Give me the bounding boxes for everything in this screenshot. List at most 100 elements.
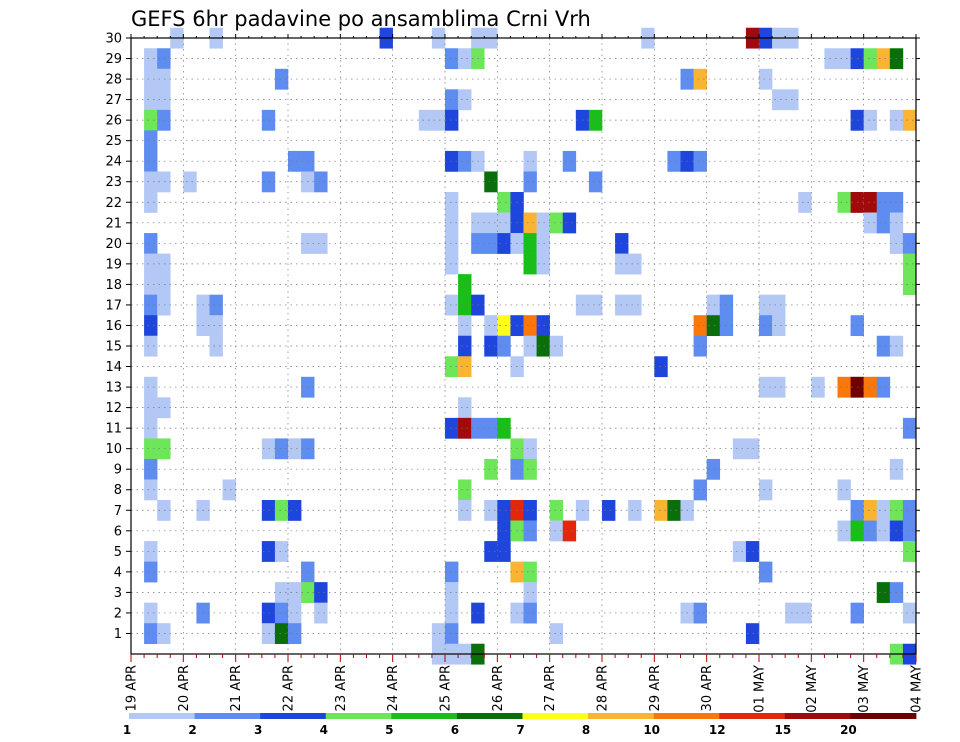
legend-label: 5 bbox=[385, 723, 393, 737]
heatmap-cell bbox=[902, 500, 917, 521]
heatmap-cell bbox=[445, 233, 459, 254]
legend-swatch bbox=[194, 713, 261, 719]
heatmap-cell bbox=[458, 335, 472, 357]
heatmap-cell bbox=[484, 212, 498, 234]
legend: 1 2 3 4 5 6 7 8 10 12 15 20 bbox=[123, 713, 917, 737]
heatmap-cell bbox=[759, 315, 773, 337]
heatmap-cell bbox=[902, 233, 917, 254]
heatmap-cell bbox=[274, 438, 289, 460]
y-tick-label: 24 bbox=[105, 155, 122, 170]
heatmap-cell bbox=[837, 192, 851, 213]
heatmap-cell bbox=[837, 376, 851, 398]
legend-label: 1 bbox=[123, 723, 131, 737]
heatmap-cell bbox=[288, 438, 302, 460]
heatmap-cell bbox=[144, 233, 158, 254]
y-tick-label: 11 bbox=[105, 422, 122, 437]
legend-swatch bbox=[784, 713, 851, 719]
heatmap-cell bbox=[523, 561, 537, 583]
heatmap-cell bbox=[536, 233, 550, 254]
heatmap-cell bbox=[458, 479, 472, 501]
heatmap-cell bbox=[628, 253, 642, 275]
heatmap-cell bbox=[274, 623, 289, 645]
y-tick-label: 28 bbox=[105, 73, 122, 88]
y-tick-label: 19 bbox=[105, 257, 122, 272]
legend-swatch bbox=[522, 713, 589, 719]
heatmap-cell bbox=[445, 192, 459, 213]
heatmap-cell bbox=[144, 479, 158, 501]
heatmap-cell bbox=[497, 541, 511, 562]
heatmap-cell bbox=[157, 500, 171, 521]
heatmap-cell bbox=[144, 68, 158, 90]
heatmap-cell bbox=[484, 335, 498, 357]
heatmap-cell bbox=[209, 315, 223, 337]
heatmap-cell bbox=[144, 48, 158, 70]
x-tick-label: 29 APR bbox=[648, 665, 663, 711]
heatmap-cell bbox=[288, 623, 302, 645]
heatmap-cell bbox=[562, 520, 577, 542]
heatmap-cell bbox=[209, 335, 223, 357]
heatmap-cell bbox=[523, 150, 537, 172]
legend-swatch bbox=[719, 713, 786, 719]
heatmap-cells bbox=[144, 27, 917, 665]
heatmap-cell bbox=[759, 479, 773, 501]
heatmap-cell bbox=[288, 602, 302, 624]
heatmap-cell bbox=[458, 150, 472, 172]
heatmap-cell bbox=[274, 602, 289, 624]
heatmap-cell bbox=[157, 438, 171, 460]
heatmap-cell bbox=[497, 417, 511, 439]
heatmap-cell bbox=[523, 171, 537, 193]
heatmap-cell bbox=[863, 520, 878, 542]
x-tick-label: 03 MAY bbox=[857, 665, 872, 713]
heatmap-cell bbox=[144, 171, 158, 193]
heatmap-cell bbox=[288, 582, 302, 603]
y-tick-label: 21 bbox=[105, 216, 122, 231]
heatmap-cell bbox=[902, 253, 917, 275]
x-tick-label: 04 MAY bbox=[910, 665, 925, 713]
heatmap-cell bbox=[445, 150, 459, 172]
heatmap-cell bbox=[876, 582, 891, 603]
heatmap-cell bbox=[497, 315, 511, 337]
legend-swatch bbox=[850, 713, 917, 719]
heatmap-cell bbox=[759, 561, 773, 583]
heatmap-cell bbox=[876, 500, 891, 521]
heatmap-cell bbox=[549, 623, 564, 645]
heatmap-cell bbox=[497, 212, 511, 234]
heatmap-cell bbox=[798, 602, 812, 624]
y-tick-label: 5 bbox=[114, 545, 122, 560]
heatmap-cell bbox=[484, 315, 498, 337]
heatmap-cell bbox=[588, 109, 603, 131]
heatmap-cell bbox=[183, 171, 197, 193]
heatmap-cell bbox=[484, 233, 498, 254]
heatmap-cell bbox=[144, 315, 158, 337]
heatmap-cell bbox=[458, 315, 472, 337]
heatmap-cell bbox=[144, 253, 158, 275]
heatmap-cell bbox=[536, 253, 550, 275]
heatmap-cell bbox=[458, 500, 472, 521]
chart-title: GEFS 6hr padavine po ansamblima Crni Vrh bbox=[131, 7, 591, 31]
y-tick-label: 25 bbox=[105, 134, 122, 149]
heatmap-cell bbox=[732, 438, 747, 460]
heatmap-cell bbox=[772, 315, 786, 337]
heatmap-cell bbox=[431, 623, 446, 645]
heatmap-cell bbox=[445, 356, 459, 378]
heatmap-cell bbox=[314, 233, 328, 254]
heatmap-cell bbox=[811, 376, 825, 398]
heatmap-cell bbox=[759, 376, 773, 398]
heatmap-cell bbox=[445, 582, 459, 603]
heatmap-cell bbox=[314, 582, 328, 603]
heatmap-cell bbox=[523, 582, 537, 603]
heatmap-cell bbox=[759, 68, 773, 90]
heatmap-cell bbox=[523, 335, 537, 357]
heatmap-cell bbox=[824, 48, 838, 70]
heatmap-cell bbox=[562, 212, 577, 234]
heatmap-cell bbox=[772, 89, 786, 111]
heatmap-cell bbox=[157, 274, 171, 295]
legend-label: 7 bbox=[516, 723, 524, 737]
y-tick-label: 23 bbox=[105, 175, 122, 190]
x-tick-label: 21 APR bbox=[229, 665, 244, 711]
heatmap-cell bbox=[863, 48, 878, 70]
heatmap-cell bbox=[837, 48, 851, 70]
grid-lines bbox=[131, 38, 916, 654]
heatmap-cell bbox=[445, 417, 459, 439]
